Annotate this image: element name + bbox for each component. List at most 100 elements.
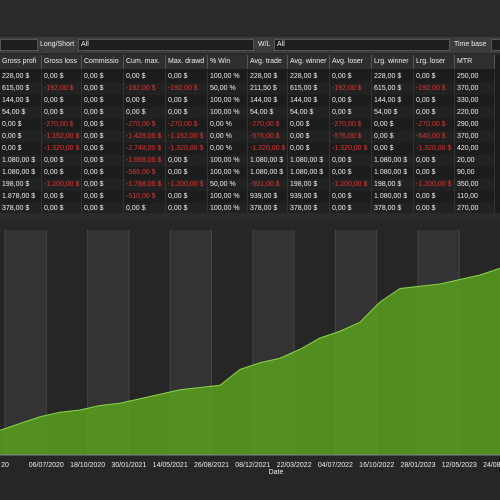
column-header: Commissio <box>82 55 124 69</box>
filter-dropdown[interactable]: All <box>274 39 450 51</box>
table-cell: 350,00 <box>455 179 495 191</box>
table-cell: -588,00 $ <box>124 167 166 179</box>
x-tick-label: 16/10/2022 <box>359 462 394 469</box>
table-cell: -1.200,00 $ <box>42 179 82 191</box>
table-cell: 615,00 $ <box>288 83 330 95</box>
table-cell: -270,00 $ <box>248 119 288 131</box>
table-cell: 0,00 % <box>208 119 248 131</box>
filter-dropdown[interactable] <box>491 39 500 51</box>
table-cell: 0,00 $ <box>330 155 372 167</box>
table-cell: 1.080,00 $ <box>372 167 414 179</box>
table-cell: -1.200,00 $ <box>166 179 208 191</box>
table-cell: 0,00 $ <box>330 95 372 107</box>
table-cell: 50,00 % <box>208 83 248 95</box>
x-tick-label: 08/12/2021 <box>235 462 270 469</box>
table-cell: 90,00 <box>455 167 495 179</box>
table-cell: 50,00 % <box>208 179 248 191</box>
table-cell: 100,00 % <box>208 191 248 203</box>
table-cell: 20,00 <box>455 155 495 167</box>
table-cell: -1.320,00 $ <box>414 143 455 155</box>
table-cell: -1.320,00 $ <box>166 143 208 155</box>
table-cell: 0,00 $ <box>166 71 208 83</box>
table-cell: 0,00 $ <box>82 155 124 167</box>
table-cell: 100,00 % <box>208 95 248 107</box>
table-cell: 1.080,00 $ <box>248 167 288 179</box>
table-cell: 378,00 $ <box>372 203 414 213</box>
table-cell: 0,00 $ <box>82 167 124 179</box>
table-cell: 220,00 <box>455 107 495 119</box>
table-cell: -2.748,00 $ <box>124 143 166 155</box>
table-cell: -270,00 $ <box>124 119 166 131</box>
table-cell: 0,00 $ <box>82 119 124 131</box>
table-cell: -192,00 $ <box>414 83 455 95</box>
table-cell: 100,00 % <box>208 203 248 213</box>
table-cell: 54,00 $ <box>372 107 414 119</box>
table-cell: 144,00 $ <box>248 95 288 107</box>
table-cell: 0,00 $ <box>372 143 414 155</box>
table-cell: 1.080,00 $ <box>372 191 414 203</box>
column-header: Lrg. loser <box>414 55 455 69</box>
table-cell: 0,00 $ <box>166 167 208 179</box>
table-cell: 0,00 $ <box>414 155 455 167</box>
table-cell: 0,00 $ <box>42 191 82 203</box>
table-cell: 100,00 % <box>208 167 248 179</box>
table-cell: 378,00 $ <box>0 203 42 213</box>
equity-area <box>0 268 500 455</box>
table-cell: 270,00 <box>455 203 495 213</box>
table-cell: 100,00 % <box>208 71 248 83</box>
table-cell: 54,00 $ <box>248 107 288 119</box>
column-header: Cum. max. <box>124 55 166 69</box>
table-cell: 0,00 $ <box>82 143 124 155</box>
table-cell: 1.080,00 $ <box>0 155 42 167</box>
table-cell: 0,00 $ <box>166 191 208 203</box>
table-cell: 0,00 % <box>208 131 248 143</box>
table-cell: 0,00 $ <box>166 155 208 167</box>
equity-line <box>0 267 500 431</box>
table-cell: 0,00 $ <box>82 131 124 143</box>
table-cell: -501,00 $ <box>248 179 288 191</box>
table-cell: 1.080,00 $ <box>288 167 330 179</box>
table-cell: -576,00 $ <box>330 131 372 143</box>
x-tick-label: 12/05/2023 <box>442 462 477 469</box>
stats-table: Gross profi Gross loss Commissio Cum. max. M… <box>0 55 500 213</box>
x-tick-label: 04/07/2022 <box>318 462 353 469</box>
table-cell: 0,00 $ <box>414 95 455 107</box>
table-cell: 0,00 $ <box>82 71 124 83</box>
table-cell: -192,00 $ <box>42 83 82 95</box>
table-cell: 0,00 $ <box>166 203 208 213</box>
table-cell: 0,00 $ <box>330 71 372 83</box>
table-cell: 378,00 $ <box>288 203 330 213</box>
filter-label: Time base <box>454 41 487 48</box>
table-cell: 0,00 $ <box>166 107 208 119</box>
table-cell: 0,00 $ <box>330 107 372 119</box>
table-cell: -192,00 $ <box>330 83 372 95</box>
x-tick-label: 24/08/2023 <box>483 462 500 469</box>
table-cell: -510,00 $ <box>124 191 166 203</box>
filter-label: W/L <box>258 41 271 48</box>
table-cell: 198,00 $ <box>0 179 42 191</box>
x-tick-label: 20 <box>1 462 9 469</box>
x-tick-label: 28/01/2023 <box>400 462 435 469</box>
table-cell: 54,00 $ <box>288 107 330 119</box>
table-cell: 100,00 % <box>208 155 248 167</box>
table-cell: 0,00 $ <box>82 107 124 119</box>
table-cell: 228,00 $ <box>0 71 42 83</box>
x-tick-label: 26/08/2021 <box>194 462 229 469</box>
x-tick-label: 30/01/2021 <box>111 462 146 469</box>
table-cell: 0,00 $ <box>414 107 455 119</box>
table-cell: 0,00 $ <box>288 131 330 143</box>
equity-chart: Date 20 06/07/2020 18/10/2020 30/01/2021 14/… <box>0 222 500 500</box>
table-cell: 378,00 $ <box>248 203 288 213</box>
table-cell: 0,00 $ <box>288 119 330 131</box>
table-cell: 228,00 $ <box>288 71 330 83</box>
table-cell: 1.080,00 $ <box>248 155 288 167</box>
table-cell: 0,00 % <box>208 143 248 155</box>
filter-field[interactable] <box>0 39 38 51</box>
table-cell: 0,00 $ <box>82 179 124 191</box>
table-cell: 615,00 $ <box>0 83 42 95</box>
table-cell: 110,00 <box>455 191 495 203</box>
table-cell: 0,00 $ <box>42 71 82 83</box>
filter-dropdown[interactable]: All <box>78 39 254 51</box>
column-header: % Win <box>208 55 248 69</box>
